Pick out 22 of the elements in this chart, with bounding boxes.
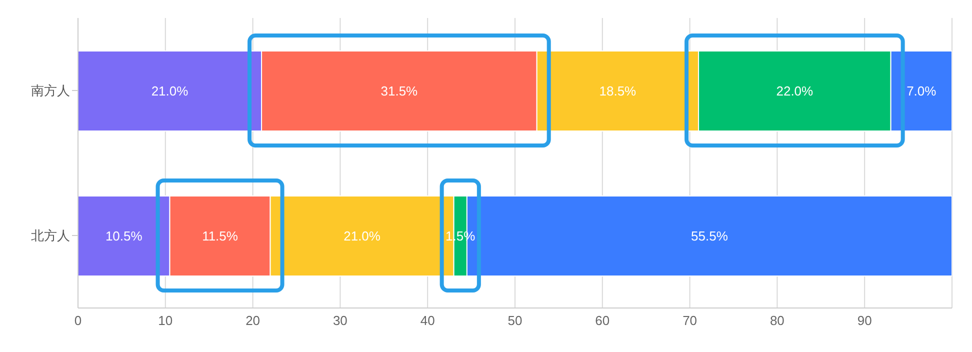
y-tick-label: 南方人: [31, 83, 70, 98]
data-label: 18.5%: [599, 84, 637, 98]
data-label: 11.5%: [202, 228, 238, 244]
x-tick-label: 40: [420, 313, 435, 328]
data-label: 31.5%: [380, 84, 418, 98]
x-tick-label: 30: [332, 313, 348, 328]
x-tick-label: 80: [770, 313, 784, 328]
x-tick-label: 50: [508, 313, 522, 328]
x-tick-label: 20: [246, 313, 260, 328]
x-tick-label: 0: [74, 313, 82, 328]
data-label: 21.0%: [151, 84, 189, 98]
x-tick-label: 60: [595, 313, 610, 328]
data-label: 7.0%: [906, 84, 937, 98]
y-tick-label: 北方人: [31, 228, 70, 244]
x-tick-label: 10: [158, 313, 173, 328]
data-label: 55.5%: [691, 228, 728, 244]
data-label: 22.0%: [776, 84, 814, 98]
data-label: 21.0%: [344, 228, 381, 244]
x-tick-label: 90: [857, 313, 872, 328]
data-label: 1.5%: [446, 228, 476, 244]
data-label: 10.5%: [105, 228, 143, 244]
x-tick-label: 70: [682, 313, 698, 328]
